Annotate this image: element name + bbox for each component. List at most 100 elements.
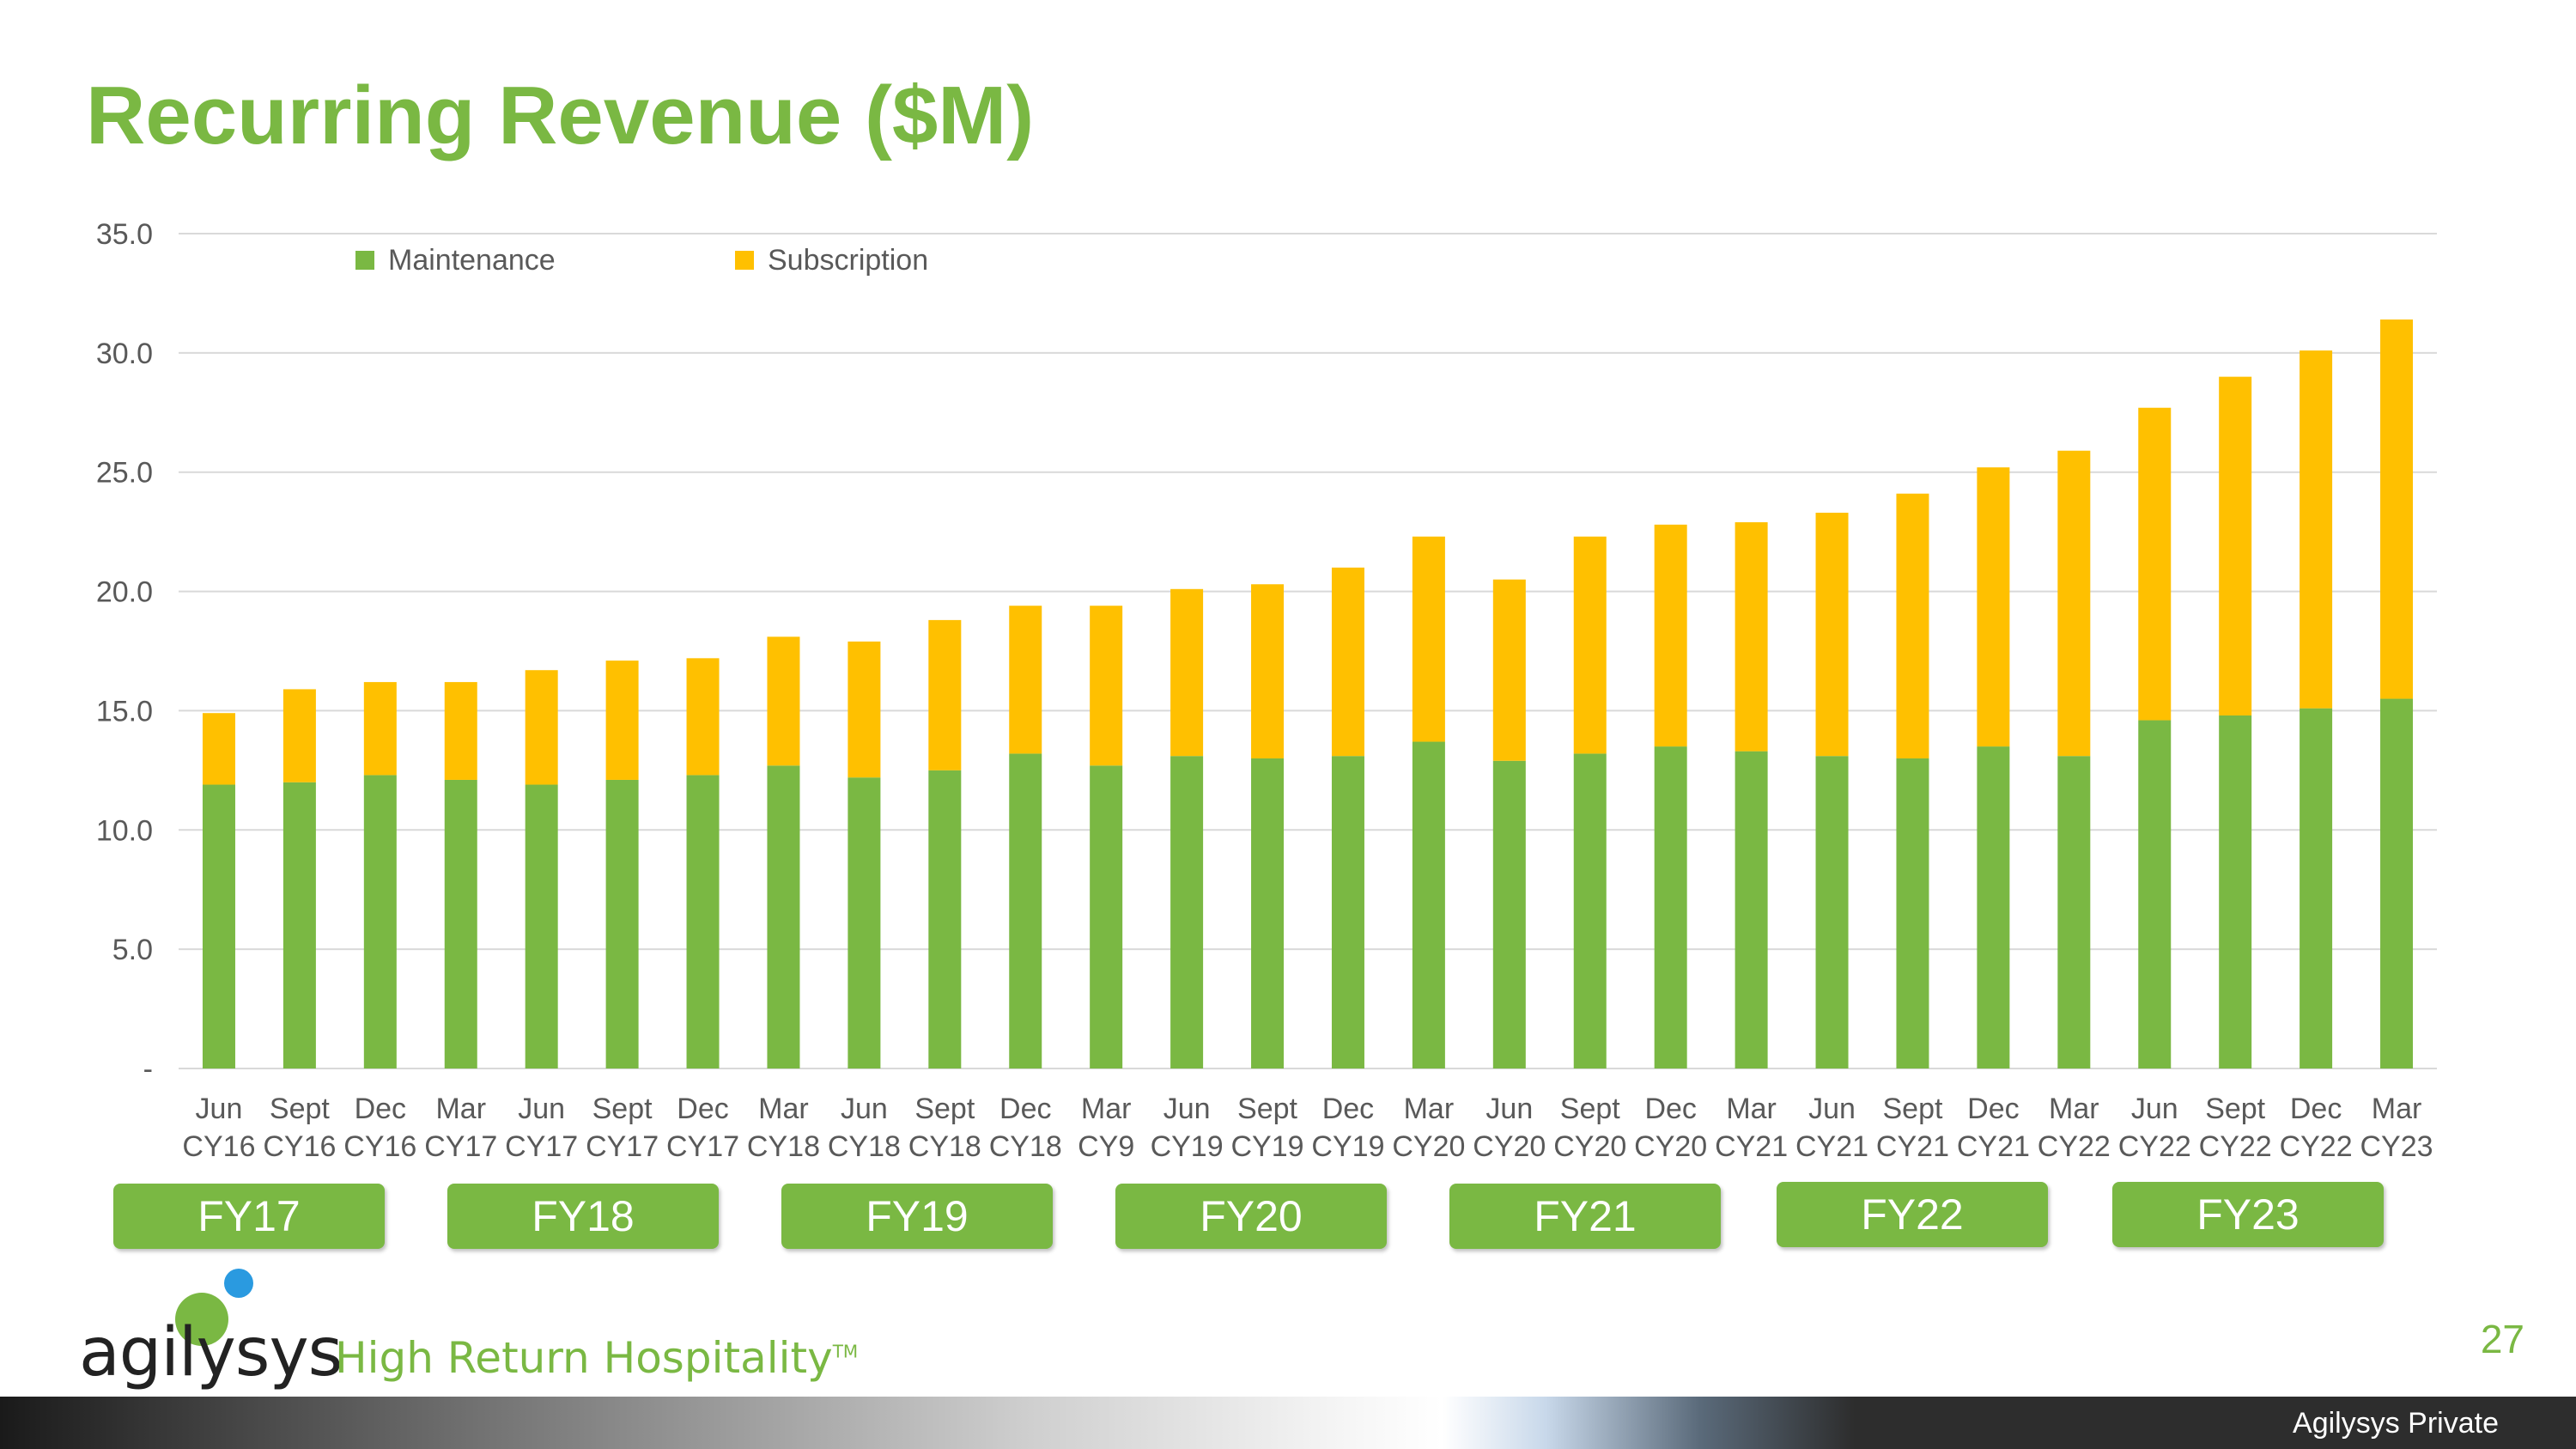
brand-tagline: High Return HospitalityTM (335, 1333, 858, 1383)
x-tick-label-month: Dec (2290, 1093, 2342, 1125)
legend-swatch (735, 251, 754, 270)
x-tick-label-month: Mar (2372, 1093, 2422, 1125)
x-tick-label-month: Mar (1081, 1093, 1132, 1125)
x-tick-label-year: CY19 (1151, 1130, 1224, 1163)
maintenance-bar (1492, 760, 1526, 1068)
maintenance-bar (1896, 758, 1929, 1068)
subscription-bar (686, 658, 720, 776)
x-tick-label-year: CY16 (182, 1130, 255, 1163)
subscription-bar (848, 641, 881, 778)
x-tick-label-month: Jun (1485, 1093, 1533, 1125)
fiscal-year-label: FY18 (447, 1184, 719, 1249)
x-tick-label-year: CY22 (2118, 1130, 2191, 1163)
subscription-bar (1009, 606, 1042, 754)
fiscal-year-label: FY21 (1449, 1184, 1721, 1249)
subscription-bar (767, 636, 800, 766)
maintenance-bar (2138, 720, 2172, 1068)
subscription-bar (1654, 524, 1687, 747)
subscription-bar (2057, 450, 2091, 757)
slide-title: Recurring Revenue ($M) (86, 70, 1035, 161)
trademark-mark: TM (832, 1341, 859, 1362)
x-tick-label-year: CY21 (1957, 1130, 2030, 1163)
x-tick-label-month: Jun (518, 1093, 565, 1125)
maintenance-bar (1251, 758, 1285, 1068)
x-tick-label-year: CY20 (1392, 1130, 1465, 1163)
x-tick-label-month: Dec (1644, 1093, 1696, 1125)
x-tick-label-year: CY16 (263, 1130, 336, 1163)
x-tick-label-year: CY18 (989, 1130, 1062, 1163)
maintenance-bar (928, 770, 962, 1068)
x-tick-label-year: CY9 (1078, 1130, 1134, 1163)
x-tick-label-month: Sept (1237, 1093, 1297, 1125)
x-tick-label-month: Sept (2205, 1093, 2265, 1125)
subscription-bar (1170, 588, 1204, 757)
x-tick-label-year: CY19 (1231, 1130, 1304, 1163)
maintenance-bar (605, 779, 639, 1068)
x-tick-label-year: CY16 (343, 1130, 416, 1163)
subscription-bar (1573, 536, 1607, 754)
x-tick-label-year: CY22 (2199, 1130, 2272, 1163)
maintenance-bar (848, 777, 881, 1068)
page-number: 27 (2480, 1317, 2524, 1361)
subscription-bar (283, 689, 316, 782)
y-tick-label: 35.0 (96, 218, 153, 251)
maintenance-bar (363, 775, 397, 1068)
maintenance-bar (686, 775, 720, 1068)
subscription-bar (1090, 606, 1123, 766)
fiscal-year-label: FY17 (113, 1184, 385, 1249)
subscription-bar (444, 682, 477, 780)
x-tick-label-month: Jun (1808, 1093, 1856, 1125)
y-tick-label: 30.0 (96, 338, 153, 370)
footer-bar (0, 1397, 2576, 1449)
x-tick-label-year: CY20 (1634, 1130, 1707, 1163)
subscription-bar (1412, 536, 1445, 742)
maintenance-bar (202, 784, 235, 1068)
maintenance-bar (1009, 753, 1042, 1068)
x-tick-label-year: CY22 (2038, 1130, 2111, 1163)
subscription-bar (1815, 512, 1849, 757)
maintenance-bar (1090, 765, 1123, 1068)
maintenance-bar (2219, 715, 2252, 1068)
x-tick-label-month: Dec (999, 1093, 1051, 1125)
agilysys-logo-dots (175, 1269, 253, 1346)
maintenance-bar (1815, 756, 1849, 1068)
subscription-bar (2219, 376, 2252, 715)
fiscal-year-label: FY23 (2112, 1182, 2384, 1247)
x-tick-label-month: Sept (270, 1093, 330, 1125)
x-tick-label-month: Jun (196, 1093, 243, 1125)
y-tick-label: 20.0 (96, 576, 153, 609)
x-tick-label-month: Mar (2049, 1093, 2099, 1125)
fiscal-year-label: FY22 (1777, 1182, 2048, 1247)
y-tick-label: 5.0 (112, 934, 153, 966)
subscription-bar (1896, 493, 1929, 758)
x-tick-label-year: CY20 (1553, 1130, 1626, 1163)
logo-blue-dot (224, 1269, 253, 1298)
y-tick-label: - (143, 1053, 153, 1086)
legend-swatch (355, 251, 374, 270)
x-tick-label-month: Sept (1882, 1093, 1942, 1125)
x-tick-label-month: Sept (914, 1093, 975, 1125)
subscription-bar (2300, 350, 2333, 709)
x-tick-label-year: CY19 (1311, 1130, 1384, 1163)
x-tick-label-month: Mar (1404, 1093, 1455, 1125)
x-tick-label-month: Jun (1163, 1093, 1211, 1125)
subscription-bar (928, 619, 962, 770)
x-tick-label-month: Dec (355, 1093, 406, 1125)
footer-classification: Agilysys Private (2293, 1407, 2499, 1440)
x-tick-label-month: Sept (592, 1093, 653, 1125)
logo-green-dot (175, 1293, 228, 1346)
maintenance-bar (2300, 708, 2333, 1068)
x-tick-label-year: CY18 (747, 1130, 820, 1163)
maintenance-bar (1573, 753, 1607, 1068)
maintenance-bar (1654, 746, 1687, 1068)
maintenance-bar (1735, 751, 1768, 1068)
maintenance-bar (444, 779, 477, 1068)
maintenance-bar (1977, 746, 2010, 1068)
x-tick-label-year: CY18 (908, 1130, 981, 1163)
x-tick-label-year: CY17 (586, 1130, 659, 1163)
x-tick-label-year: CY17 (505, 1130, 578, 1163)
x-tick-label-year: CY20 (1473, 1130, 1546, 1163)
subscription-bar (202, 713, 235, 785)
y-tick-label: 15.0 (96, 695, 153, 728)
x-tick-label-year: CY21 (1795, 1130, 1868, 1163)
